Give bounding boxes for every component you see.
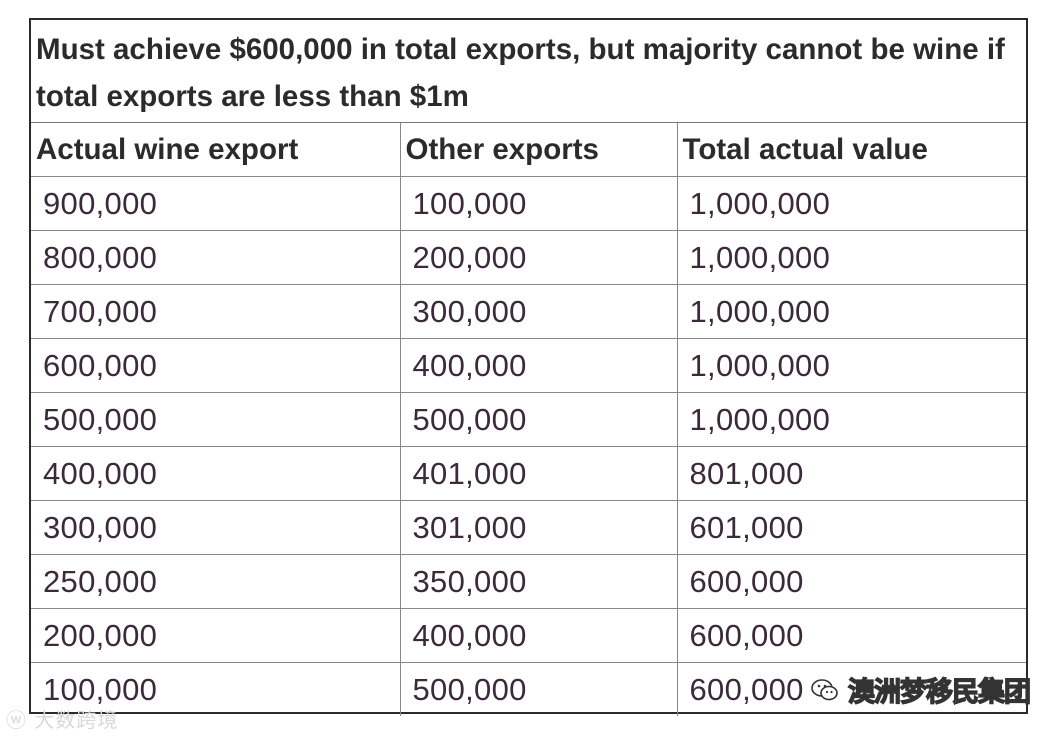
wine-export-cell: 700,000 xyxy=(31,284,401,339)
table-row: 300,000 301,000 601,000 xyxy=(31,500,1026,555)
table-row: 600,000 400,000 1,000,000 xyxy=(31,338,1026,393)
other-exports-cell: 400,000 xyxy=(400,338,678,393)
weibo-icon: ⓦ xyxy=(6,708,27,732)
wine-export-cell: 900,000 xyxy=(31,176,401,231)
watermark-right: 澳洲梦移民集团 xyxy=(810,670,1032,709)
other-exports-cell: 301,000 xyxy=(400,500,678,555)
watermark-left: ⓦ 大数跨境 xyxy=(6,704,118,733)
header-total-value: Total actual value xyxy=(677,123,1026,177)
other-exports-cell: 401,000 xyxy=(400,446,678,501)
table-row: 900,000 100,000 1,000,000 xyxy=(31,176,1026,231)
wine-export-cell: 600,000 xyxy=(31,338,401,393)
export-table: Actual wine export Other exports Total a… xyxy=(31,123,1026,716)
table-row: 250,000 350,000 600,000 xyxy=(31,554,1026,609)
total-value-cell: 1,000,000 xyxy=(677,176,1026,231)
watermark-left-text: 大数跨境 xyxy=(34,708,119,732)
total-value-cell: 601,000 xyxy=(677,500,1026,555)
wine-export-cell: 100,000 xyxy=(31,662,401,716)
total-value-cell: 1,000,000 xyxy=(677,392,1026,447)
header-row: Actual wine export Other exports Total a… xyxy=(31,123,1026,177)
wine-export-cell: 200,000 xyxy=(31,608,401,663)
total-value-cell: 600,000 xyxy=(677,608,1026,663)
total-value-cell: 600,000 xyxy=(677,554,1026,609)
header-other-exports: Other exports xyxy=(400,123,678,177)
wine-export-cell: 300,000 xyxy=(31,500,401,555)
other-exports-cell: 200,000 xyxy=(400,230,678,285)
data-table: Must achieve $600,000 in total exports, … xyxy=(29,18,1028,716)
table-row: 200,000 400,000 600,000 xyxy=(31,608,1026,663)
total-value-cell: 1,000,000 xyxy=(677,230,1026,285)
other-exports-cell: 500,000 xyxy=(400,662,678,716)
table-row: 500,000 500,000 1,000,000 xyxy=(31,392,1026,447)
other-exports-cell: 400,000 xyxy=(400,608,678,663)
wine-export-cell: 400,000 xyxy=(31,446,401,501)
table-row: 100,000 500,000 600,000 xyxy=(31,662,1026,716)
total-value-cell: 801,000 xyxy=(677,446,1026,501)
wine-export-cell: 800,000 xyxy=(31,230,401,285)
other-exports-cell: 350,000 xyxy=(400,554,678,609)
wine-export-cell: 500,000 xyxy=(31,392,401,447)
table-row: 700,000 300,000 1,000,000 xyxy=(31,284,1026,339)
table-row: 400,000 401,000 801,000 xyxy=(31,446,1026,501)
total-value-cell: 1,000,000 xyxy=(677,284,1026,339)
other-exports-cell: 500,000 xyxy=(400,392,678,447)
other-exports-cell: 100,000 xyxy=(400,176,678,231)
table-title: Must achieve $600,000 in total exports, … xyxy=(31,20,1026,123)
total-value-cell: 600,000 xyxy=(689,671,804,707)
table-row: 800,000 200,000 1,000,000 xyxy=(31,230,1026,285)
total-value-cell: 1,000,000 xyxy=(677,338,1026,393)
wechat-icon xyxy=(811,678,838,700)
other-exports-cell: 300,000 xyxy=(400,284,678,339)
watermark-right-text: 澳洲梦移民集团 xyxy=(847,676,1031,708)
wine-export-cell: 250,000 xyxy=(31,554,401,609)
header-wine-export: Actual wine export xyxy=(31,123,401,177)
